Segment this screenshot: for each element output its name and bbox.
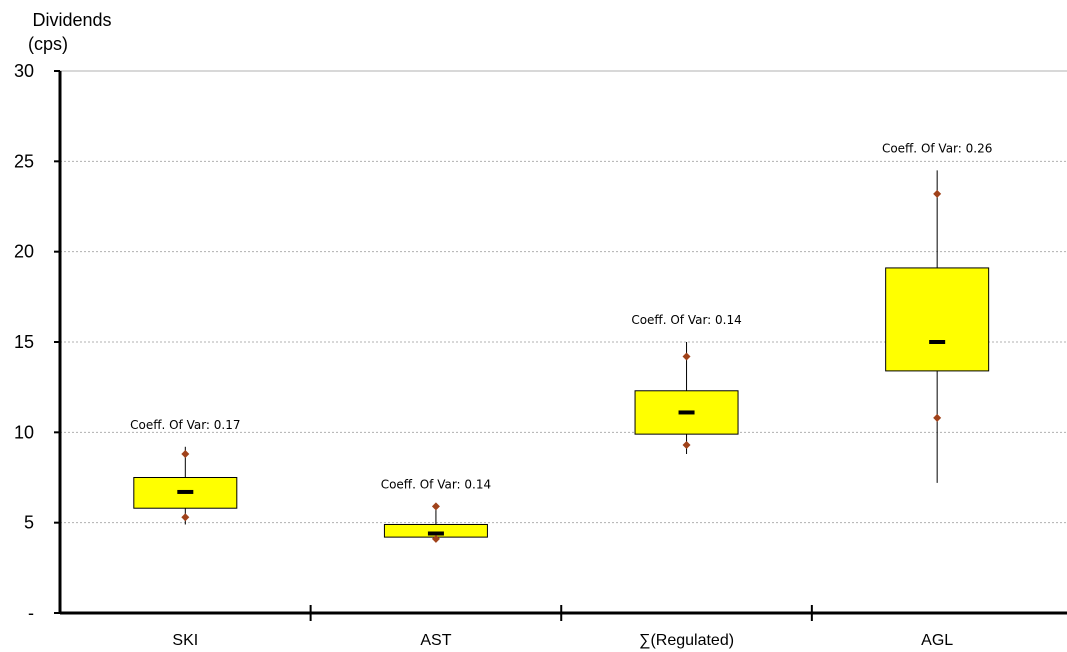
y-axis-ticks: - 5 10 15 20 25 30 xyxy=(14,61,60,623)
x-category-label: ∑(Regulated) xyxy=(639,632,734,649)
percentile-marker xyxy=(682,352,691,361)
percentile-marker xyxy=(431,502,440,511)
y-axis-label-line2: (cps) xyxy=(28,34,68,54)
box-group: Coeff. Of Var: 0.26 xyxy=(882,141,992,483)
percentile-marker xyxy=(181,450,190,459)
median-marker xyxy=(929,340,946,344)
coeff-of-var-annotation: Coeff. Of Var: 0.14 xyxy=(381,477,491,491)
y-tick-label: 5 xyxy=(24,513,34,533)
coeff-of-var-annotation: Coeff. Of Var: 0.26 xyxy=(882,141,992,155)
y-tick-label: 30 xyxy=(14,61,34,81)
y-tick-label: 10 xyxy=(14,422,34,442)
coeff-of-var-annotation: Coeff. Of Var: 0.14 xyxy=(631,313,741,327)
box-group: Coeff. Of Var: 0.14 xyxy=(631,313,742,455)
percentile-marker xyxy=(933,413,942,422)
x-category-label: AST xyxy=(420,632,451,649)
y-tick-label: 20 xyxy=(14,242,34,262)
y-tick-label: - xyxy=(28,603,34,623)
y-tick-label: 25 xyxy=(14,151,34,171)
boxes: Coeff. Of Var: 0.17 Coeff. Of Var: 0.14 Co… xyxy=(130,141,992,543)
median-marker xyxy=(177,489,194,494)
median-marker xyxy=(678,410,695,415)
box-group: Coeff. Of Var: 0.14 xyxy=(381,477,491,543)
y-tick-label: 15 xyxy=(14,332,34,352)
y-axis-label-line1: Dividends xyxy=(32,10,111,30)
median-marker xyxy=(427,531,444,536)
box-iqr xyxy=(133,477,238,509)
percentile-marker xyxy=(682,440,691,449)
percentile-marker xyxy=(431,534,440,543)
x-category-label: AGL xyxy=(921,632,953,649)
x-axis-categories: SKI AST ∑(Regulated) AGL xyxy=(172,605,953,649)
coeff-of-var-annotation: Coeff. Of Var: 0.17 xyxy=(130,418,240,432)
box-iqr xyxy=(885,267,990,372)
box-group: Coeff. Of Var: 0.17 xyxy=(130,418,241,525)
percentile-marker xyxy=(933,189,942,198)
percentile-marker xyxy=(181,513,190,522)
gridlines xyxy=(60,70,1067,524)
x-category-label: SKI xyxy=(172,632,198,649)
